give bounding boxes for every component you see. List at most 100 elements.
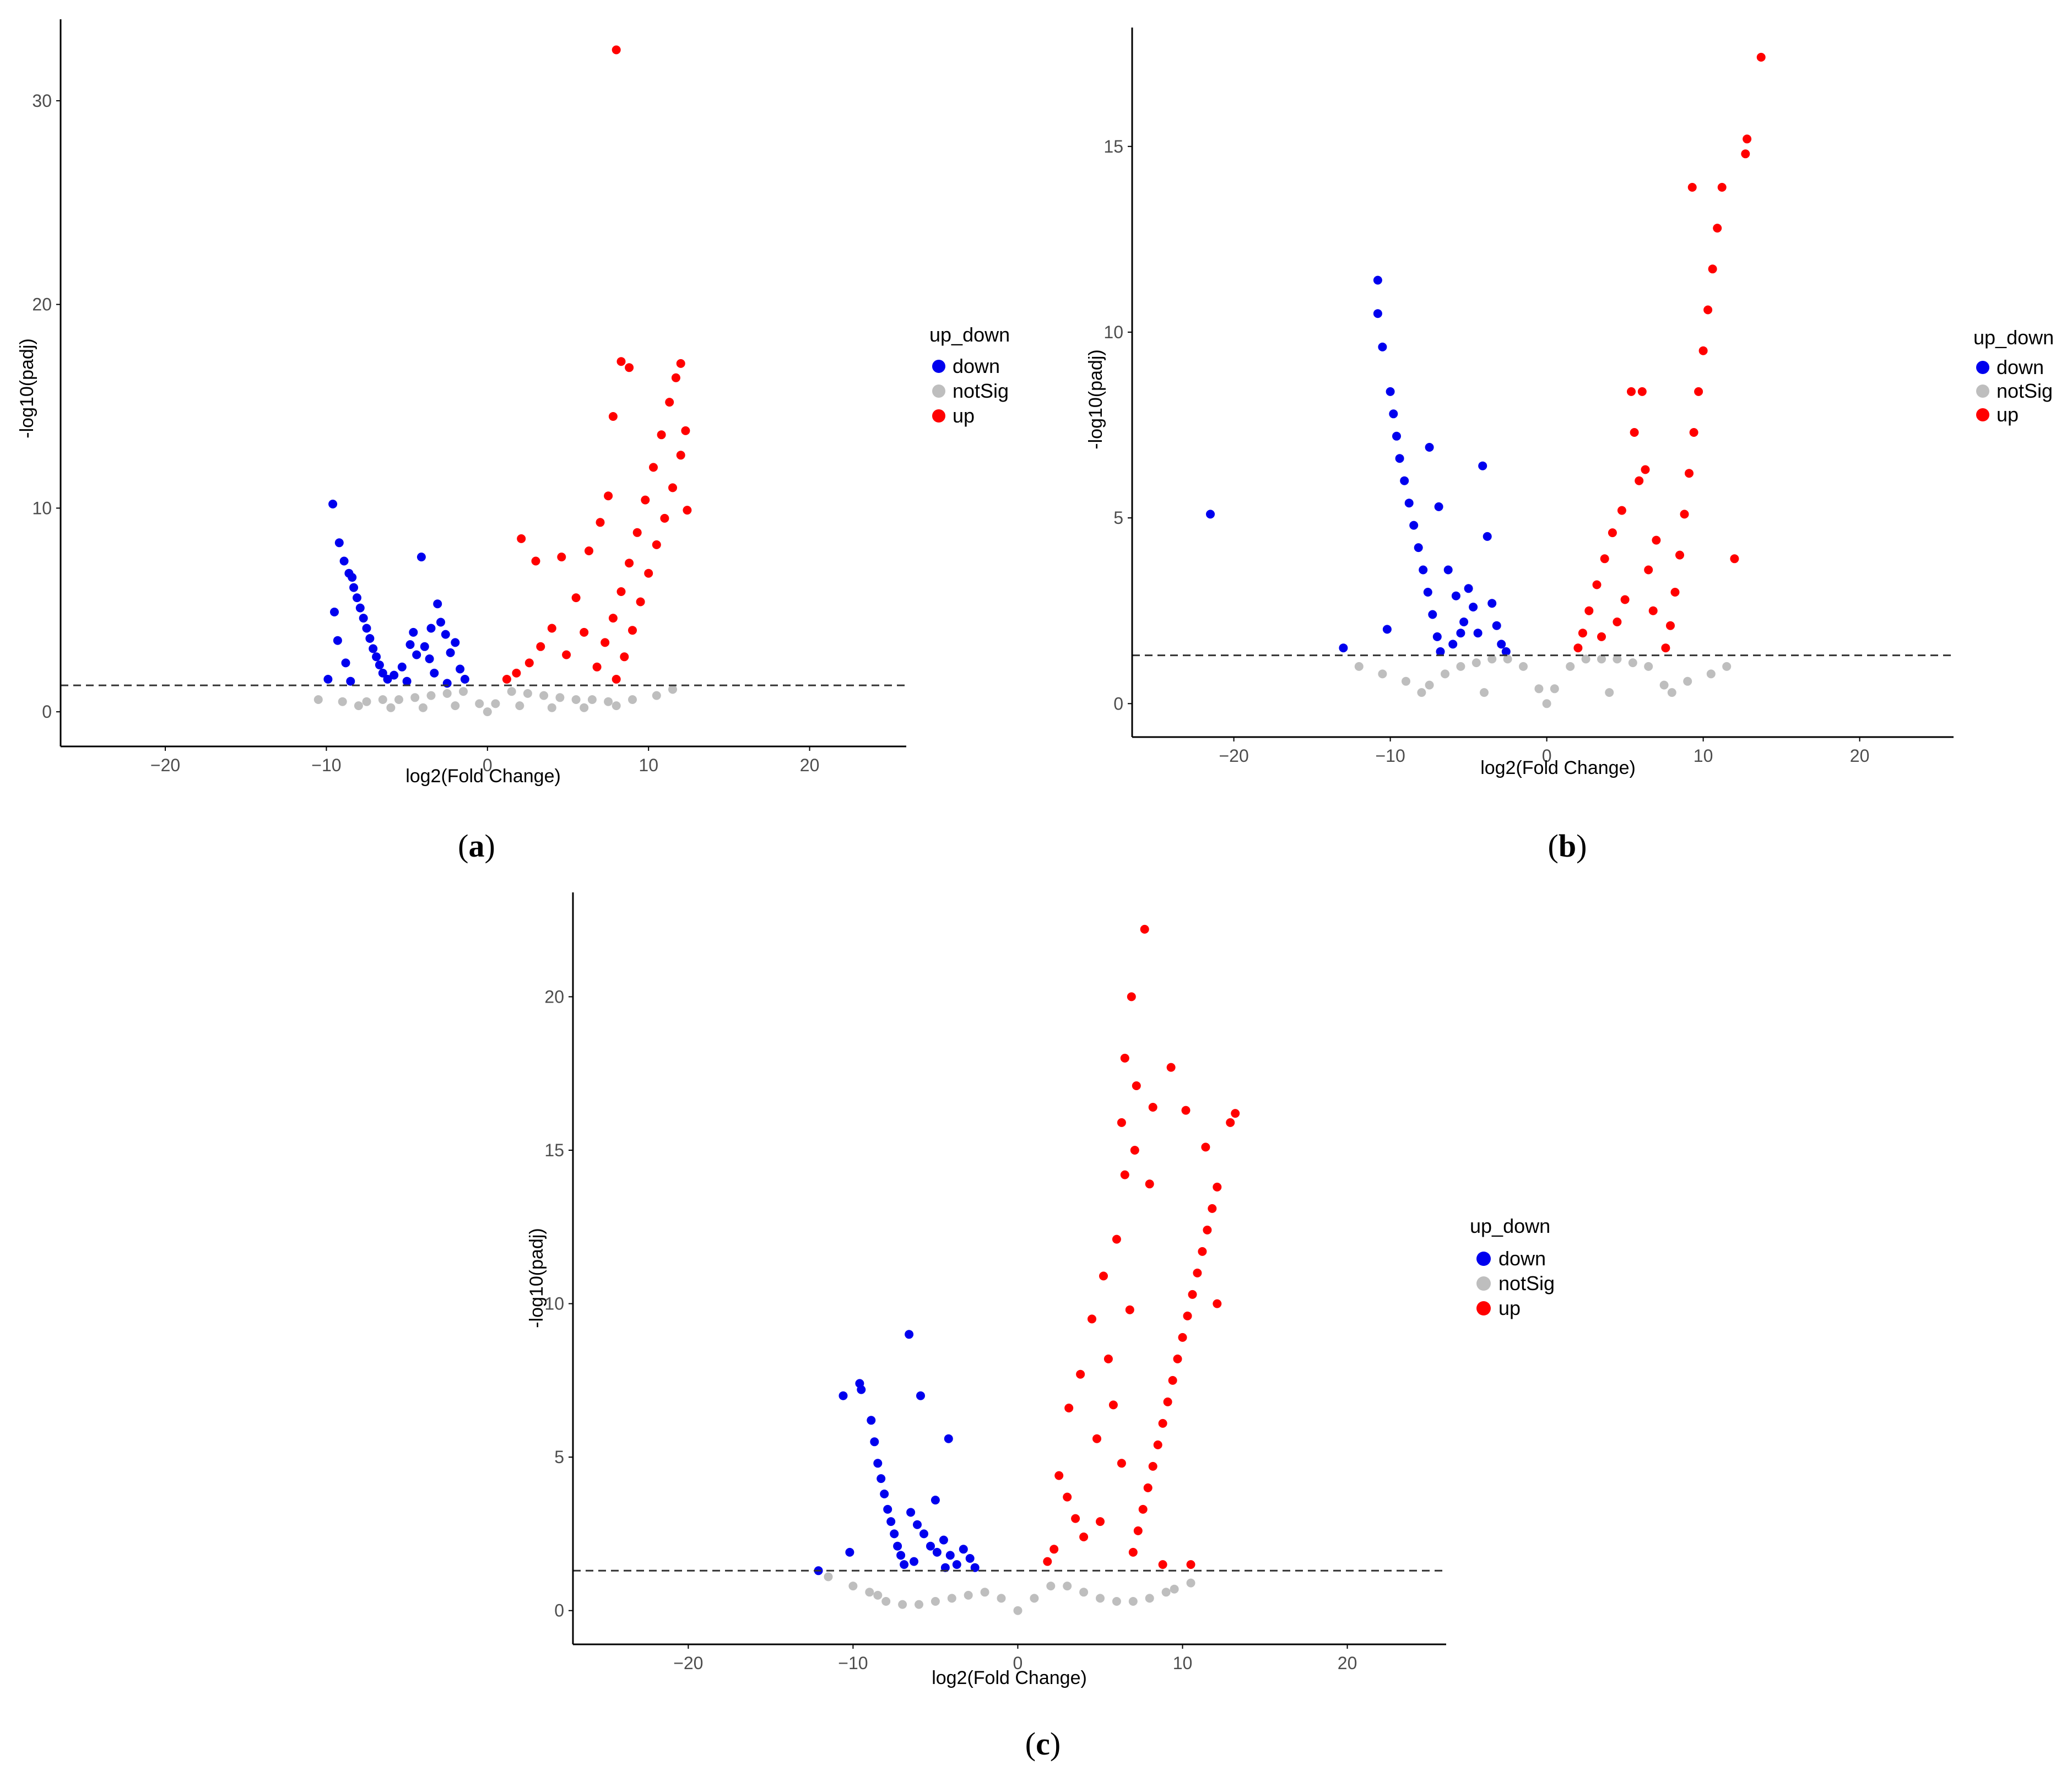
panel-b-point-down-1	[1373, 275, 1382, 285]
panel-c-point-up-39	[1125, 1305, 1134, 1314]
panel-a-point-notSig-27	[547, 703, 556, 712]
panel-c-point-up-12	[1145, 1179, 1154, 1189]
panel-c-point-down-12	[886, 1517, 896, 1526]
panel-b-point-up-14	[1670, 588, 1680, 597]
panel-c-point-up-35	[1112, 1234, 1121, 1244]
panel-a-point-down-34	[412, 650, 421, 659]
panel-a-point-down-9	[362, 624, 371, 633]
panel-a-point-notSig-26	[515, 701, 524, 711]
panel-c-point-notSig-5	[915, 1600, 923, 1609]
panel-c-x-axis-title: log2(Fold Change)	[932, 1667, 1087, 1688]
panel-c-point-up-37	[1076, 1369, 1085, 1379]
panel-c: −20 −10 0 10 20 0 5 10 15 20 log2(Fold Change) -l…	[526, 892, 1555, 1762]
panel-c-legend-key-notsig	[1476, 1276, 1491, 1291]
panel-b-point-up-27	[1584, 606, 1594, 615]
panel-b-point-notSig-5	[1456, 662, 1465, 671]
panel-a-point-up-34	[512, 668, 521, 678]
panel-b-point-up-4	[1717, 183, 1727, 192]
panel-b-y-tick-label: 5	[1113, 508, 1123, 528]
panel-c-point-up-22	[1173, 1354, 1182, 1363]
panel-a-point-down-1	[334, 538, 344, 548]
panel-a-axes	[59, 19, 906, 748]
panel-a-point-notSig-11	[491, 699, 500, 708]
panel-a-point-up-37	[580, 627, 589, 637]
panel-b-point-up-28	[1578, 629, 1587, 638]
panel-a-point-notSig-22	[354, 701, 363, 711]
panel-c-point-down-2	[857, 1385, 866, 1394]
panel-a-point-down-25	[425, 654, 434, 663]
panel-a-point-down-22	[409, 627, 418, 637]
panel-a-x-tick-label: 10	[639, 755, 658, 775]
panel-a-point-up-25	[612, 675, 621, 684]
panel-b-point-up-16	[1661, 643, 1670, 653]
panel-c-point-up-21	[1178, 1333, 1187, 1342]
panel-b-point-down-33	[1448, 640, 1458, 649]
panel-c-point-down-26	[965, 1554, 975, 1563]
panel-a-y-tick-label: 30	[32, 91, 52, 111]
panel-c-point-notSig-20	[1161, 1588, 1171, 1597]
panel-a-point-down-0	[328, 500, 338, 508]
panel-b-point-notSig-9	[1519, 662, 1528, 671]
panel-a-point-notSig-20	[652, 691, 661, 700]
panel-a-point-notSig-18	[604, 697, 613, 706]
panel-b-x-tick-label: −20	[1219, 746, 1248, 766]
panel-c-point-up-25	[1158, 1418, 1167, 1428]
panel-b-legend-label-up: up	[1997, 403, 2019, 426]
panel-a-point-down-10	[365, 634, 375, 643]
panel-b-legend: up_down down notSig up	[1973, 326, 2054, 426]
panel-b-legend-key-notsig	[1976, 385, 1989, 398]
panel-c-point-down-4	[916, 1391, 925, 1400]
panel-a-point-notSig-17	[587, 695, 597, 704]
panel-a-point-down-15	[323, 675, 333, 684]
panel-a-point-up-5	[671, 373, 680, 382]
panel-b-point-up-35	[1648, 606, 1658, 615]
panel-b-point-down-25	[1478, 461, 1487, 470]
panel-c-point-down-19	[919, 1529, 928, 1539]
panel-a-point-notSig-1	[338, 697, 347, 706]
panel-c-point-down-32	[940, 1563, 950, 1572]
panel-c-y-tick-label: 20	[544, 987, 564, 1006]
panel-a-point-up-12	[616, 587, 626, 596]
panel-b-point-notSig-25	[1605, 688, 1614, 697]
panel-b-legend-label-down: down	[1997, 356, 2044, 378]
panel-b-point-notSig-6	[1472, 658, 1481, 668]
panel-a-point-down-12	[372, 652, 381, 662]
panel-c-point-notSig-11	[1013, 1606, 1023, 1615]
panel-b-y-tick-label: 10	[1103, 322, 1123, 342]
panel-a-point-up-17	[676, 451, 685, 460]
panel-c-point-up-46	[1092, 1434, 1101, 1443]
panel-a-point-notSig-2	[362, 697, 371, 706]
panel-c-point-notSig-7	[947, 1594, 956, 1603]
panel-b-point-down-8	[1400, 476, 1409, 485]
panel-b-point-up-7	[1703, 305, 1713, 315]
panel-b-point-up-15	[1666, 621, 1675, 630]
panel-b-point-down-23	[1469, 603, 1478, 611]
panel-b-point-up-11	[1685, 469, 1694, 478]
panel-c-point-up-20	[1183, 1311, 1192, 1320]
panel-a-point-notSig-6	[426, 691, 436, 700]
panel-a-point-notSig-25	[451, 701, 460, 711]
panel-a-point-up-11	[625, 559, 634, 568]
panel-b-point-up-5	[1713, 224, 1722, 233]
panel-b-point-down-34	[1456, 629, 1465, 638]
panel-a-point-up-39	[604, 491, 613, 501]
panel-a-point-up-7	[657, 430, 666, 440]
panel-a-point-up-36	[562, 650, 571, 659]
panel-a-point-up-1	[616, 357, 626, 366]
panel-a-point-notSig-28	[580, 703, 589, 712]
panel-c-point-notSig-10	[997, 1594, 1006, 1603]
panel-b-point-down-13	[1423, 588, 1432, 597]
panel-b-point-down-11	[1414, 543, 1423, 553]
panel-a-point-down-4	[348, 573, 357, 582]
panel-b-point-up-6	[1708, 264, 1717, 274]
panel-c-point-up-36	[1064, 1404, 1074, 1412]
panel-a-point-down-30	[451, 638, 460, 647]
panel-a-point-notSig-5	[410, 693, 420, 702]
panel-b-point-notSig-11	[1542, 699, 1551, 708]
panel-b-point-notSig-15	[1597, 654, 1606, 664]
panel-a-point-down-6	[353, 593, 361, 603]
panel-c-point-notSig-0	[824, 1572, 833, 1582]
panel-a-point-notSig-14	[539, 691, 549, 700]
panel-a-point-up-31	[547, 624, 556, 633]
